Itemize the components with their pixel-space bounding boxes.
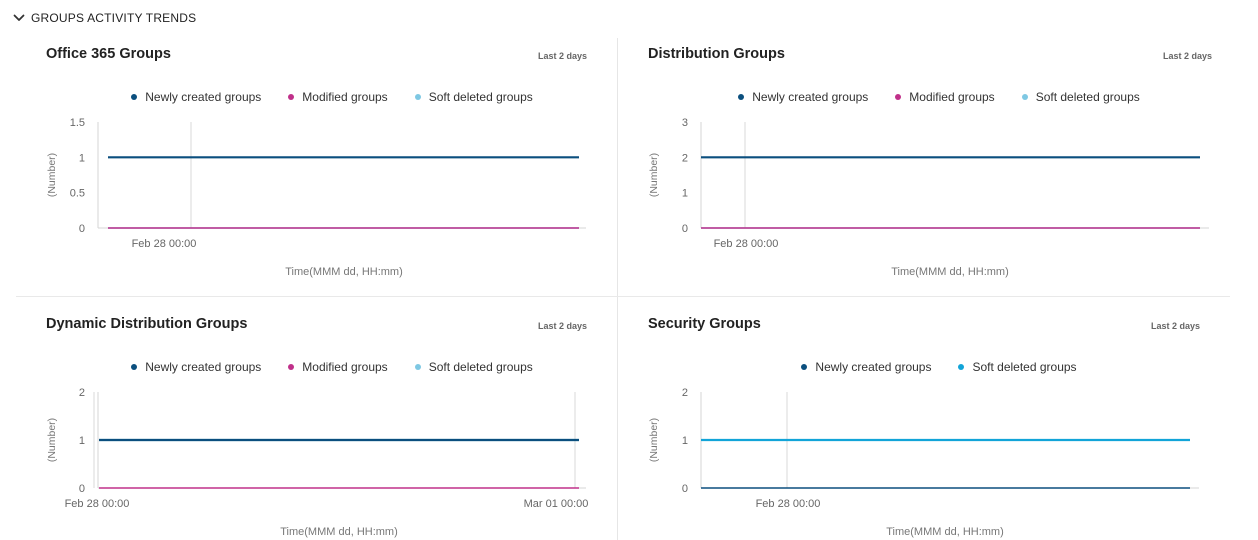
legend-item[interactable]: Soft deleted groups [414, 360, 533, 374]
x-axis-title: Time(MMM dd, HH:mm) [886, 526, 1004, 538]
legend-label: Soft deleted groups [428, 90, 533, 104]
x-tick-label: Feb 28 00:00 [65, 498, 130, 510]
chevron-down-icon [13, 14, 25, 21]
panel-title: Office 365 Groups [46, 46, 171, 62]
range-label: Last 2 days [537, 321, 587, 331]
legend-dot-icon [1021, 94, 1028, 100]
legend-label: Modified groups [302, 360, 388, 374]
y-tick-label: 1 [79, 435, 85, 447]
chart-distribution-groups: 0 1 2 3 (Number) Feb 28 00:00 Time(MMM dd, HH:… [648, 117, 1209, 278]
x-tick-label: Feb 28 00:00 [756, 498, 821, 510]
legend-item[interactable]: Soft deleted groups [958, 360, 1077, 374]
range-label: Last 2 days [1162, 51, 1212, 61]
range-label: Last 2 days [1150, 321, 1200, 331]
x-axis-title: Time(MMM dd, HH:mm) [280, 526, 398, 538]
legend-dot-icon [414, 94, 421, 100]
legend-item[interactable]: Newly created groups [738, 90, 868, 104]
legend-dot-icon [895, 94, 902, 100]
chart-office365-groups: 0 0.5 1 1.5 (Number) Feb 28 00:00 Time(MMM dd,… [46, 117, 586, 278]
y-tick-label: 0 [79, 223, 85, 235]
legend-item[interactable]: Modified groups [288, 360, 388, 374]
x-tick-label: Feb 28 00:00 [132, 238, 197, 250]
legend-label: Newly created groups [145, 90, 262, 104]
panel-title: Dynamic Distribution Groups [46, 316, 248, 332]
y-tick-label: 0 [79, 483, 85, 495]
y-tick-label: 0.5 [70, 188, 85, 200]
panel-security-groups: Security Groups Last 2 days Newly create… [618, 308, 1220, 540]
y-tick-label: 1 [79, 152, 85, 164]
legend-label: Soft deleted groups [972, 360, 1077, 374]
legend-item[interactable]: Modified groups [288, 90, 388, 104]
chart-legend: Newly created groups Modified groups Soft … [658, 90, 1220, 104]
range-label: Last 2 days [537, 51, 587, 61]
chart-security-groups: 0 1 2 (Number) Feb 28 00:00 Time(MMM dd, HH:m… [648, 387, 1199, 538]
legend-dot-icon [414, 364, 421, 370]
legend-label: Modified groups [302, 90, 388, 104]
legend-item[interactable]: Newly created groups [131, 360, 261, 374]
row-divider [16, 296, 1230, 297]
y-tick-label: 1 [682, 188, 688, 200]
y-tick-label: 0 [682, 223, 688, 235]
section-header-toggle[interactable]: GROUPS ACTIVITY TRENDS [12, 9, 196, 27]
chart-dynamic-distribution-groups: 0 1 2 (Number) Feb 28 00:00 Mar 01 00:00 Time(… [46, 387, 589, 538]
legend-dot-icon [801, 364, 808, 370]
chart-legend: Newly created groups Modified groups Soft … [46, 360, 618, 374]
section-title: GROUPS ACTIVITY TRENDS [31, 11, 197, 25]
legend-dot-icon [288, 94, 295, 100]
y-axis-title: (Number) [46, 418, 58, 462]
y-tick-label: 1.5 [70, 117, 85, 129]
column-divider [617, 38, 618, 540]
y-tick-label: 2 [682, 387, 688, 399]
chart-legend: Newly created groups Modified groups Soft … [46, 90, 618, 104]
y-tick-label: 2 [682, 152, 688, 164]
panel-distribution-groups: Distribution Groups Last 2 days Newly cr… [618, 38, 1220, 288]
x-tick-label: Mar 01 00:00 [524, 498, 589, 510]
x-axis-title: Time(MMM dd, HH:mm) [891, 266, 1009, 278]
legend-dot-icon [131, 364, 138, 370]
legend-dot-icon [131, 94, 138, 100]
x-axis-title: Time(MMM dd, HH:mm) [285, 266, 403, 278]
y-tick-label: 2 [79, 387, 85, 399]
legend-label: Soft deleted groups [1035, 90, 1140, 104]
x-tick-label: Feb 28 00:00 [714, 238, 779, 250]
panel-dynamic-distribution-groups: Dynamic Distribution Groups Last 2 days … [16, 308, 618, 540]
y-axis-title: (Number) [648, 418, 660, 462]
panel-title: Security Groups [648, 316, 761, 332]
y-axis-title: (Number) [648, 153, 660, 197]
y-tick-label: 1 [682, 435, 688, 447]
legend-item[interactable]: Modified groups [895, 90, 995, 104]
legend-item[interactable]: Soft deleted groups [1021, 90, 1140, 104]
y-tick-label: 3 [682, 117, 688, 129]
legend-label: Newly created groups [815, 360, 932, 374]
y-tick-label: 0 [682, 483, 688, 495]
y-axis-title: (Number) [46, 153, 58, 197]
legend-item[interactable]: Newly created groups [801, 360, 931, 374]
panel-title: Distribution Groups [648, 46, 785, 62]
legend-item[interactable]: Soft deleted groups [414, 90, 533, 104]
legend-label: Soft deleted groups [428, 360, 533, 374]
legend-dot-icon [288, 364, 295, 370]
legend-label: Newly created groups [145, 360, 262, 374]
panel-office365-groups: Office 365 Groups Last 2 days Newly crea… [16, 38, 618, 288]
legend-label: Newly created groups [752, 90, 869, 104]
legend-dot-icon [738, 94, 745, 100]
legend-item[interactable]: Newly created groups [131, 90, 261, 104]
chart-legend: Newly created groups Soft deleted groups [658, 360, 1220, 374]
legend-label: Modified groups [909, 90, 995, 104]
legend-dot-icon [958, 364, 965, 370]
